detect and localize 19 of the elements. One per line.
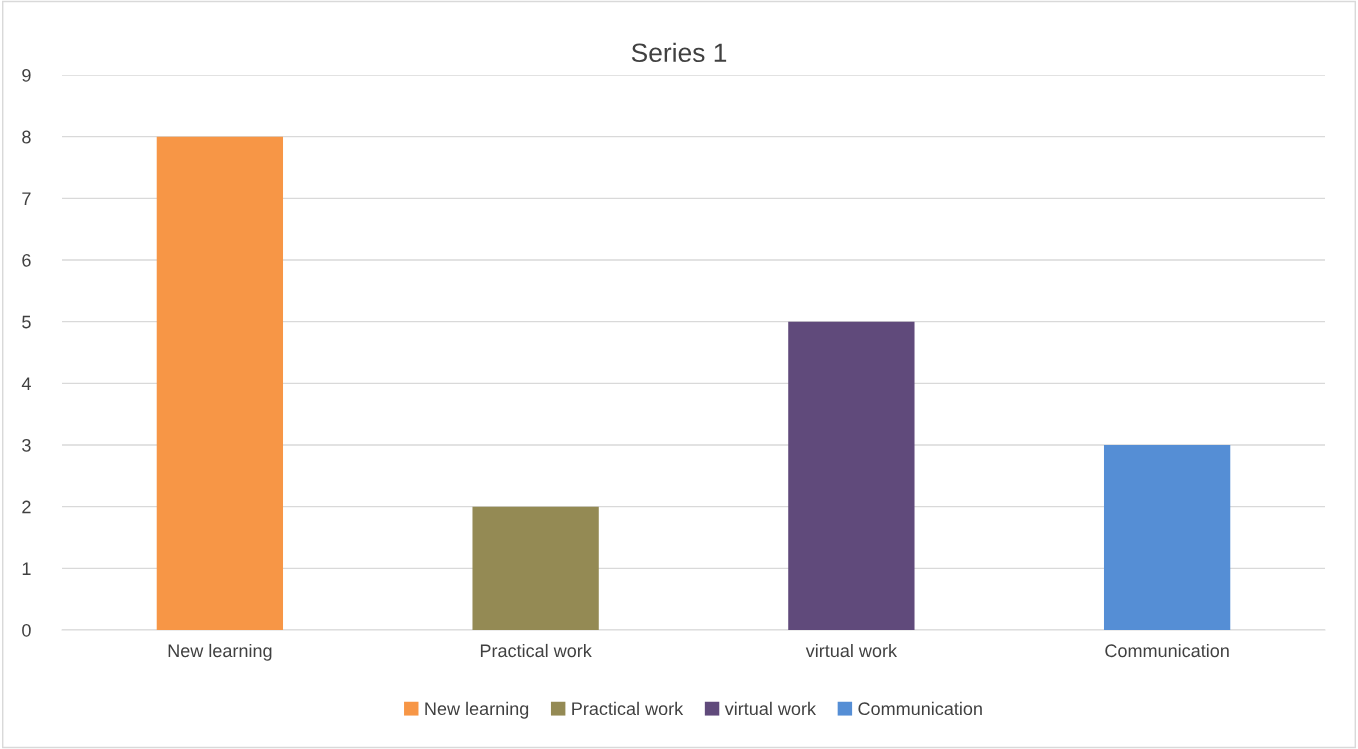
y-tick-label: 3 (22, 438, 31, 452)
legend-label: Practical work (572, 701, 684, 716)
y-tick-label: 2 (22, 500, 31, 514)
y-tick-label: 5 (22, 315, 31, 329)
y-tick-label: 7 (22, 192, 31, 205)
y-tick-label: 8 (22, 130, 31, 144)
y-tick-label: 6 (22, 253, 31, 267)
chart-title: Series 1 (631, 42, 727, 63)
x-tick-label: Practical work (480, 643, 592, 658)
x-tick-label: New learning (168, 643, 272, 661)
y-tick-label: 1 (22, 562, 31, 575)
legend-label: Communication (858, 701, 982, 716)
y-tick-label: 9 (22, 68, 31, 82)
y-tick-label: 0 (22, 623, 31, 637)
x-tick-label: Communication (1105, 643, 1229, 658)
x-tick-label: virtual work (805, 643, 898, 658)
legend-label: New learning (425, 701, 529, 719)
legend-label: virtual work (724, 701, 817, 716)
y-tick-label: 4 (21, 377, 31, 390)
